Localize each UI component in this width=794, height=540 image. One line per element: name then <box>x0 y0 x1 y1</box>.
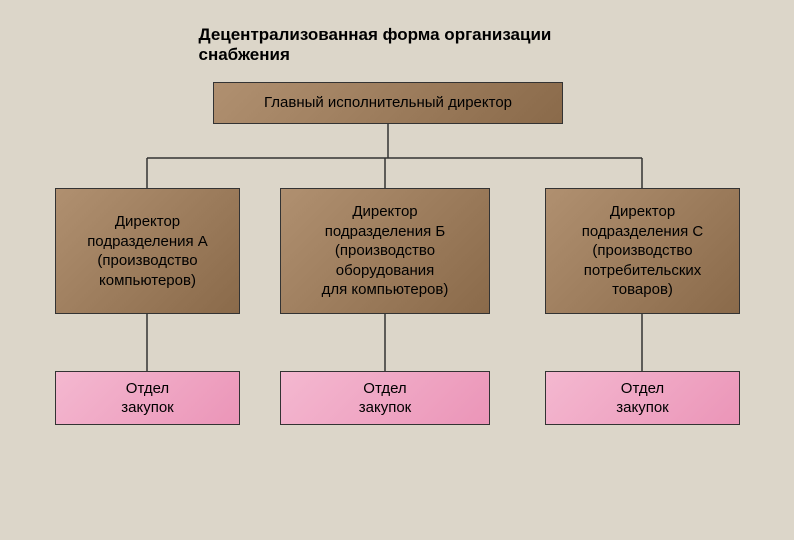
dept-c-label: Отделзакупок <box>616 379 668 418</box>
director-b-label: Директорподразделения Б(производствообор… <box>322 202 449 300</box>
director-c-label: Директорподразделения C(производствопотр… <box>582 202 703 300</box>
dept-a-box: Отделзакупок <box>55 371 240 425</box>
dept-b-label: Отделзакупок <box>359 379 411 418</box>
dept-a-label: Отделзакупок <box>121 379 173 418</box>
root-box: Главный исполнительный директор <box>213 82 563 124</box>
page-title: Децентрализованная форма организации сна… <box>199 25 596 65</box>
dept-b-box: Отделзакупок <box>280 371 490 425</box>
director-a-label: Директорподразделения А(производствокомп… <box>87 212 208 290</box>
director-a-box: Директорподразделения А(производствокомп… <box>55 188 240 314</box>
dept-c-box: Отделзакупок <box>545 371 740 425</box>
director-c-box: Директорподразделения C(производствопотр… <box>545 188 740 314</box>
root-label: Главный исполнительный директор <box>264 93 512 113</box>
director-b-box: Директорподразделения Б(производствообор… <box>280 188 490 314</box>
